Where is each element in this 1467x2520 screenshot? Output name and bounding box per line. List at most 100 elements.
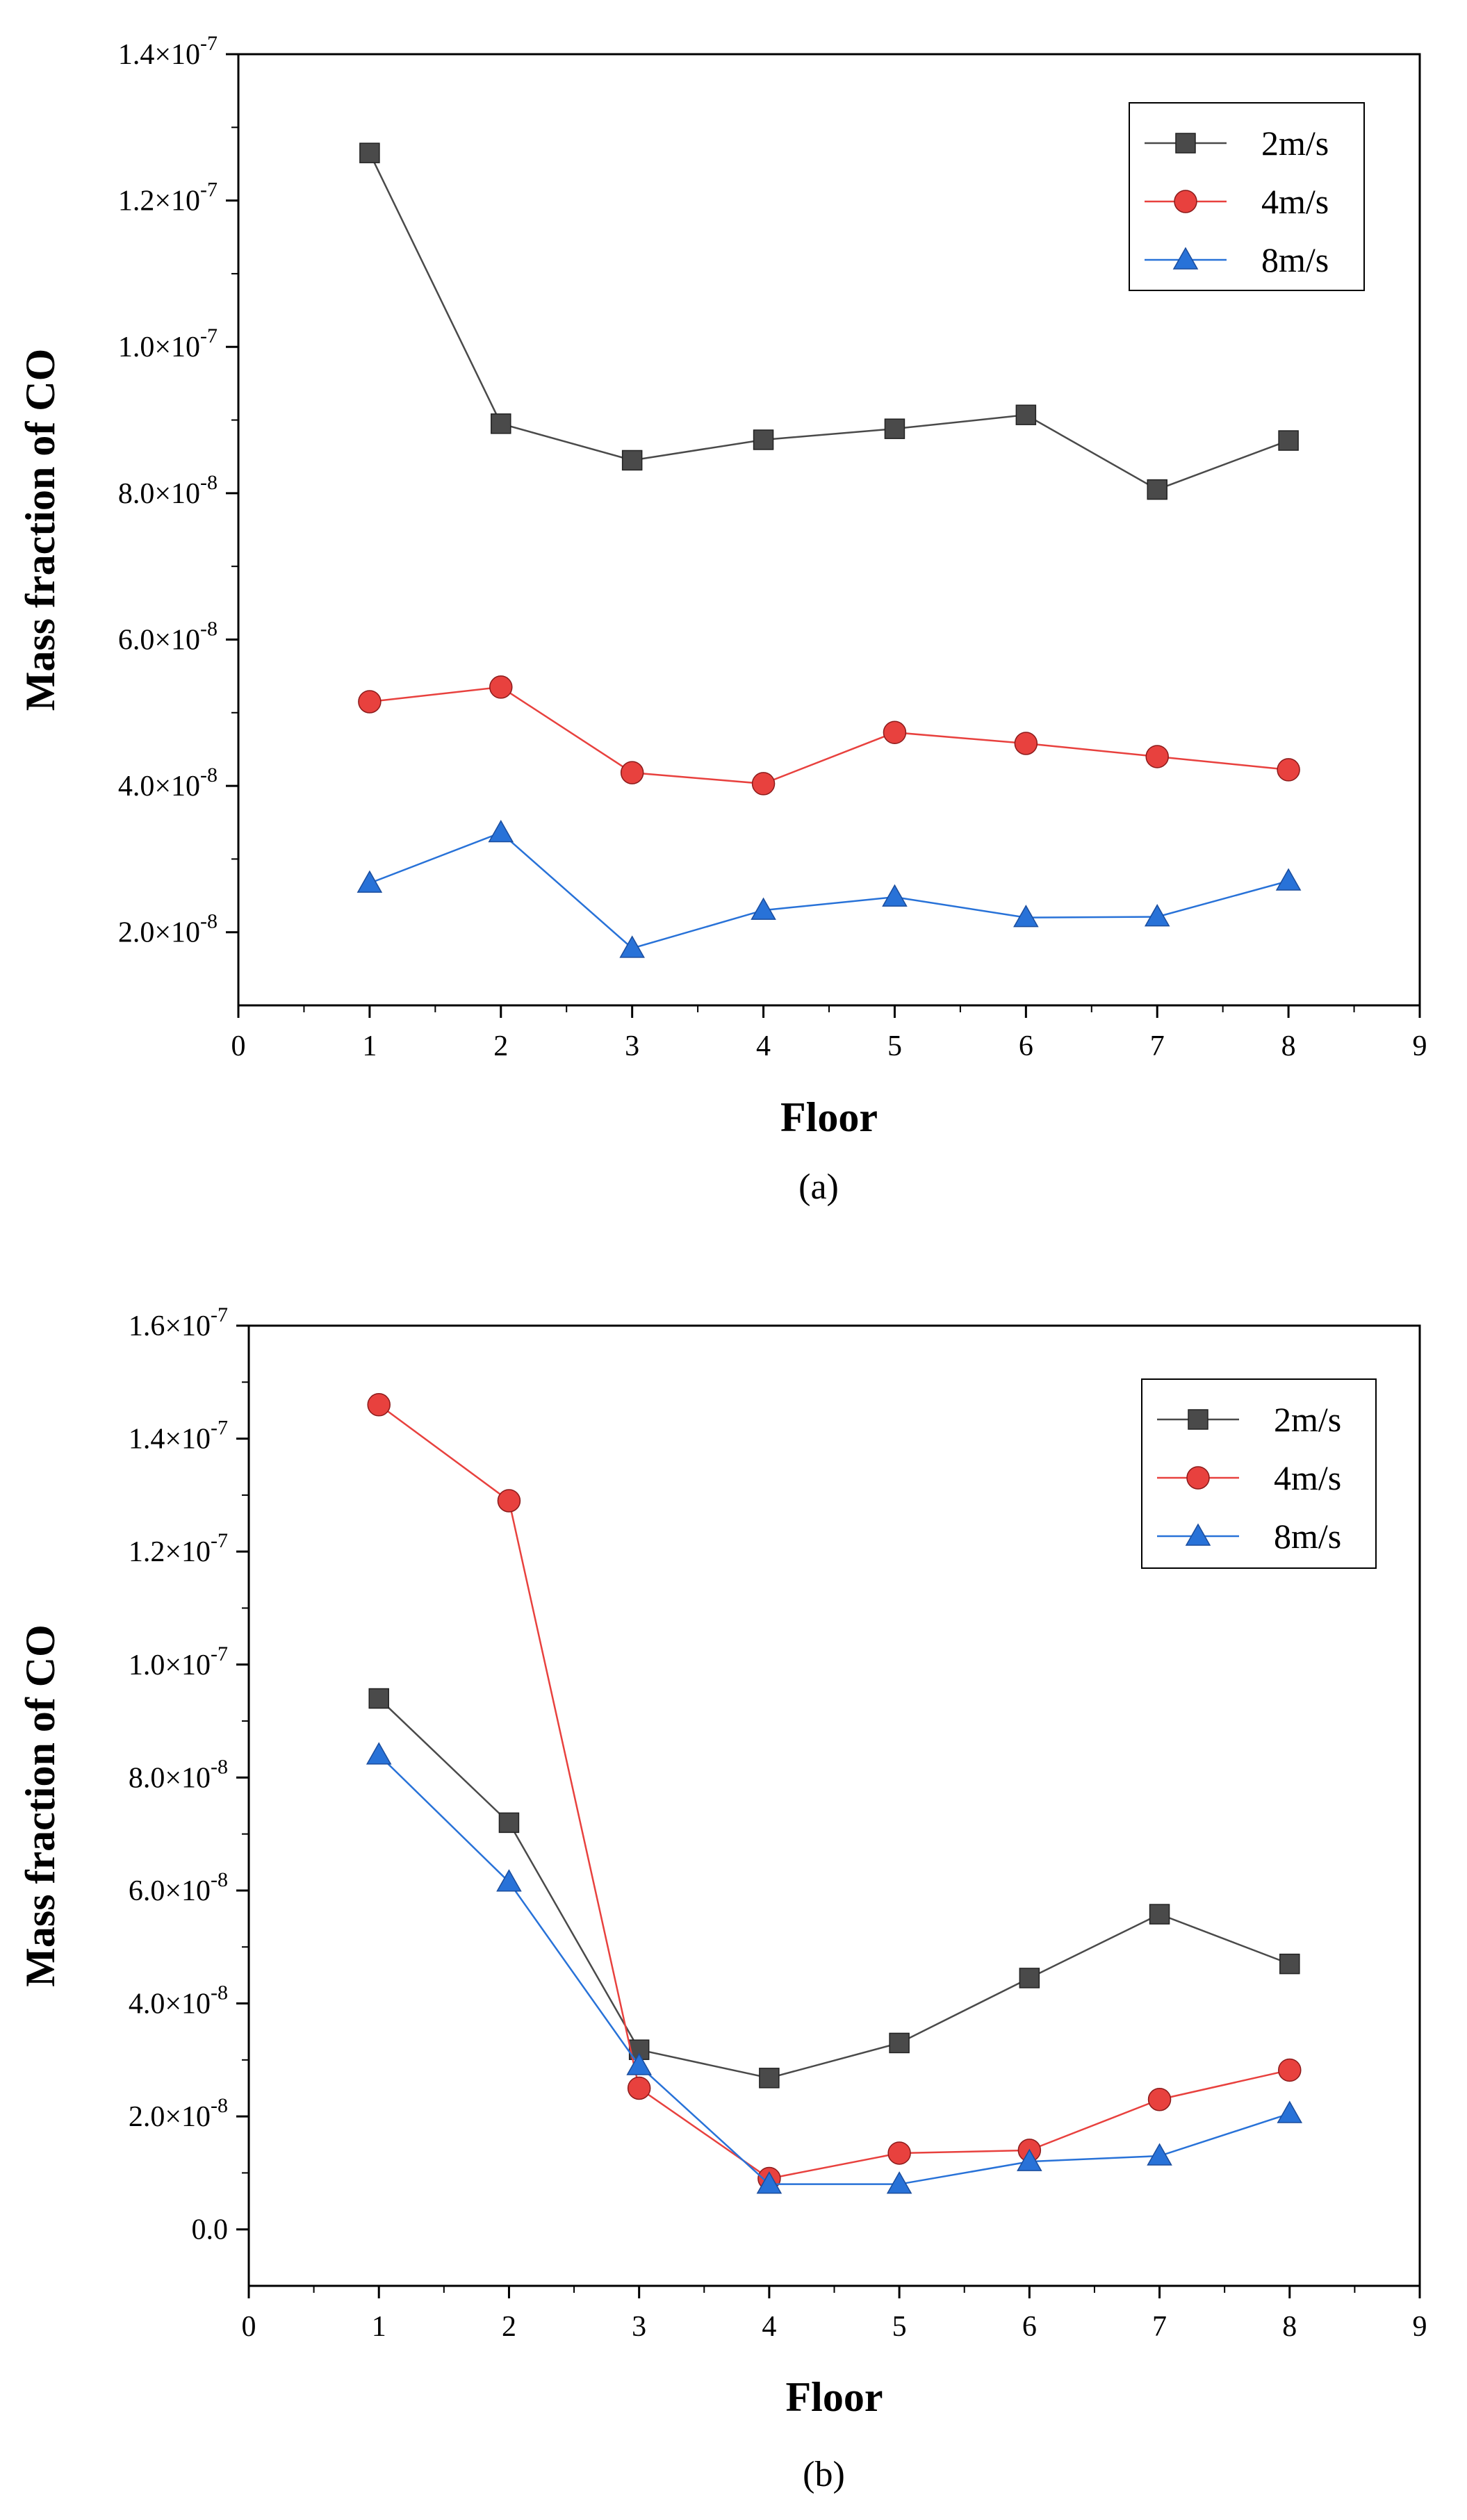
y-tick-label: 0.0 (192, 2214, 229, 2246)
y-tick-mantissa: 1.2×10 (118, 186, 200, 217)
y-tick-exponent: -8 (211, 1982, 228, 2004)
data-point (751, 772, 776, 796)
series-line (378, 1403, 1290, 2180)
data-point (1277, 758, 1300, 782)
x-tick-label: 8 (1281, 1030, 1296, 1062)
data-point (1013, 905, 1039, 928)
y-tick-label: 1.6×10-7 (129, 1303, 228, 1342)
x-tick-label: 0 (231, 1030, 246, 1062)
y-tick-exponent: -7 (200, 32, 218, 55)
data-point (497, 1489, 521, 1513)
y-tick-exponent: -7 (200, 179, 218, 201)
chart-panel-a: 0 1 2 3 4 5 6 7 8 92.0×10-84.0×10-86.0×10-88.0×10… (17, 32, 1427, 1207)
legend-marker (1175, 133, 1196, 154)
data-point (884, 418, 905, 439)
y-tick-exponent: -8 (211, 2094, 228, 2117)
data-point (356, 870, 383, 893)
x-tick-label: 7 (1152, 2311, 1167, 2343)
y-tick-exponent: -8 (200, 764, 218, 787)
series-line (368, 152, 1289, 491)
y-tick-label: 1.2×10-7 (118, 179, 218, 217)
y-tick-label: 2.0×10-8 (129, 2094, 228, 2133)
data-point (1145, 745, 1169, 768)
series-line (369, 686, 1289, 785)
legend: 2m/s 4m/s 8m/s (1129, 102, 1365, 291)
series-line (369, 832, 1289, 950)
series-4m-per-s (358, 675, 1300, 796)
series-2m-per-s (368, 1688, 1300, 2089)
data-point (1144, 904, 1170, 927)
panel-label: (b) (803, 2455, 845, 2494)
x-tick-label: 4 (762, 2311, 776, 2343)
y-tick-mantissa: 6.0×10 (129, 1875, 211, 1907)
legend-marker (1188, 1409, 1208, 1430)
y-axis-title: Mass fraction of CO (17, 1624, 63, 1987)
x-axis-title: Floor (786, 2374, 883, 2420)
data-point (366, 1742, 392, 1765)
data-point (1017, 2148, 1042, 2171)
y-tick-label: 1.4×10-7 (118, 32, 218, 71)
data-point (883, 720, 907, 744)
legend-label: 2m/s (1261, 124, 1329, 163)
data-point (358, 690, 382, 714)
y-tick-mantissa: 4.0×10 (118, 771, 200, 802)
y-tick-mantissa: 1.4×10 (118, 39, 200, 71)
y-axis-title: Mass fraction of CO (17, 349, 63, 711)
y-tick-label: 6.0×10-8 (129, 1868, 228, 1907)
data-point (1147, 2143, 1172, 2166)
x-tick-label: 5 (887, 1030, 902, 1062)
data-point (1277, 2100, 1303, 2123)
x-tick-label: 1 (372, 2311, 386, 2343)
y-tick-exponent: -8 (200, 471, 218, 494)
series-2m-per-s (359, 142, 1299, 500)
data-point (1015, 404, 1037, 425)
data-point (886, 2171, 912, 2194)
x-tick-label: 2 (502, 2311, 516, 2343)
data-point (621, 450, 643, 471)
y-tick-exponent: -7 (211, 1303, 228, 1326)
y-tick-mantissa: 1.4×10 (129, 1424, 211, 1456)
y-tick-exponent: -7 (211, 1642, 228, 1665)
y-tick-label: 6.0×10-8 (118, 617, 218, 656)
series-line (378, 1697, 1290, 2080)
y-tick-mantissa: 8.0×10 (129, 1762, 211, 1794)
legend: 2m/s 4m/s 8m/s (1141, 1378, 1377, 1569)
legend-label: 8m/s (1261, 240, 1329, 279)
data-point (491, 413, 511, 434)
y-tick-label: 1.4×10-7 (129, 1417, 228, 1456)
y-tick-label: 1.2×10-7 (129, 1529, 228, 1568)
x-tick-label: 4 (756, 1030, 771, 1062)
y-tick-label: 1.0×10-7 (129, 1642, 228, 1681)
y-tick-mantissa: 1.6×10 (129, 1310, 211, 1342)
y-tick-label: 2.0×10-8 (118, 910, 218, 949)
data-point (889, 2032, 910, 2054)
x-tick-label: 8 (1282, 2311, 1297, 2343)
y-tick-label: 8.0×10-8 (118, 471, 218, 510)
data-point (368, 1688, 389, 1709)
x-tick-label: 2 (493, 1030, 508, 1062)
y-tick-exponent: -7 (200, 324, 218, 347)
x-tick-label: 0 (242, 2311, 256, 2343)
data-point (759, 2068, 780, 2089)
data-point (359, 142, 380, 163)
y-tick-mantissa: 1.0×10 (118, 331, 200, 363)
data-point (1014, 732, 1038, 755)
x-tick-label: 3 (625, 1030, 639, 1062)
data-point (887, 2141, 911, 2165)
data-point (1147, 2087, 1172, 2111)
data-point (751, 897, 776, 920)
y-tick-mantissa: 6.0×10 (118, 624, 200, 656)
legend-label: 2m/s (1274, 1400, 1341, 1439)
data-point (753, 429, 774, 450)
y-tick-mantissa: 8.0×10 (118, 478, 200, 510)
data-point (488, 819, 514, 843)
y-tick-exponent: -8 (211, 1755, 228, 1778)
data-point (1278, 430, 1299, 451)
chart-panel-b: 0 1 2 3 4 5 6 7 8 90.02.0×10-84.0×10-86.0×10-88.0… (17, 1303, 1427, 2494)
y-tick-exponent: -7 (211, 1417, 228, 1440)
data-point (627, 2076, 651, 2100)
x-tick-label: 5 (892, 2311, 907, 2343)
y-tick-label: 1.0×10-7 (118, 324, 218, 363)
legend-marker (1172, 247, 1199, 270)
